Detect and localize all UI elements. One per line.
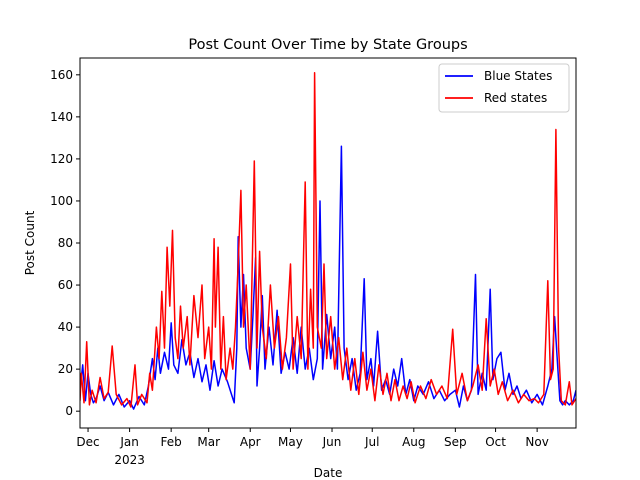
legend-label: Blue States [484, 69, 552, 83]
legend-label: Red states [484, 91, 547, 105]
y-tick-label: 140 [50, 110, 73, 124]
y-tick-label: 60 [58, 278, 73, 292]
x-tick-label: May [278, 435, 303, 449]
x-tick-label: Feb [161, 435, 182, 449]
series-line-blue-states [80, 145, 576, 410]
y-tick-label: 80 [58, 236, 73, 250]
series-layer [80, 71, 576, 410]
series-line-red-states [80, 71, 576, 408]
legend: Blue States Red states [438, 63, 570, 113]
plot-frame [79, 57, 577, 429]
x-tick-label: Mar [197, 435, 220, 449]
x-tick-sublabel: 2023 [114, 453, 145, 467]
y-tick-label: 120 [50, 152, 73, 166]
x-tick-label: Sep [444, 435, 467, 449]
x-tick-label: Oct [485, 435, 506, 449]
x-tick-label: Dec [76, 435, 99, 449]
x-tick-label: Jul [364, 435, 379, 449]
x-tick-label: Nov [525, 435, 548, 449]
x-axis-label: Date [314, 466, 343, 480]
y-tick-label: 40 [58, 320, 73, 334]
y-axis-label: Post Count [23, 210, 37, 275]
x-tick-label: Jan [119, 435, 139, 449]
y-axis: 0 20 40 60 80 100 120 140 160 [50, 68, 80, 418]
y-tick-label: 20 [58, 362, 73, 376]
y-tick-label: 160 [50, 68, 73, 82]
x-tick-label: Jun [322, 435, 342, 449]
chart-title: Post Count Over Time by State Groups [188, 37, 467, 53]
x-tick-label: Apr [240, 435, 261, 449]
x-tick-label: Aug [402, 435, 425, 449]
y-tick-label: 0 [65, 404, 73, 418]
x-axis: Dec Jan 2023 Feb Mar Apr May Jun Jul Aug Sep Oct Nov [76, 428, 549, 467]
y-tick-label: 100 [50, 194, 73, 208]
